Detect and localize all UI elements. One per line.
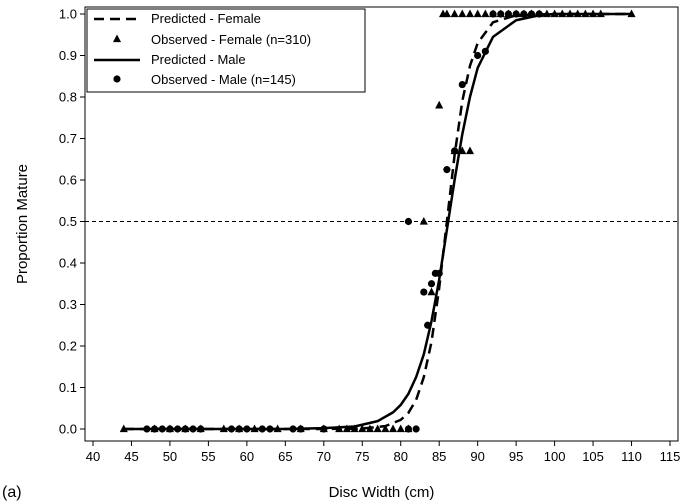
legend-swatch-triangle: [112, 34, 122, 43]
observed-male-point: [474, 51, 482, 60]
observed-female-point: [388, 424, 398, 433]
observed-male-point: [497, 10, 505, 18]
observed-female-point: [427, 287, 436, 296]
observed-female-point: [342, 424, 351, 433]
observed-male-point: [166, 425, 174, 433]
observed-female-point: [435, 100, 444, 109]
observed-female-point: [358, 424, 367, 433]
y-tick-label: 0.4: [59, 256, 77, 271]
observed-female-point: [381, 424, 390, 433]
observed-female-point: [458, 9, 467, 18]
observed-male-point: [527, 10, 536, 18]
legend-label: Observed - Male (n=145): [151, 72, 296, 87]
observed-male-point: [197, 425, 205, 433]
predicted-male-curve: [123, 12, 632, 431]
observed-male-point: [489, 10, 497, 18]
observed-female-point: [481, 9, 490, 18]
observed-male-point: [320, 425, 328, 433]
x-tick-label: 65: [278, 449, 292, 464]
observed-male-point: [504, 10, 513, 18]
observed-male-point: [189, 425, 197, 433]
observed-female-point: [419, 217, 428, 225]
observed-male-point: [227, 425, 236, 433]
legend-label: Predicted - Male: [151, 52, 246, 67]
observed-male-point: [258, 425, 266, 433]
x-tick-label: 85: [432, 449, 446, 464]
observed-male-point: [297, 425, 305, 433]
plot-frame: [84, 6, 679, 442]
observed-male-point: [289, 425, 297, 433]
observed-female-point: [350, 424, 359, 433]
x-tick-label: 75: [355, 449, 369, 464]
observed-male-point: [412, 425, 420, 433]
legend-box: [86, 8, 366, 93]
legend-label: Predicted - Female: [151, 11, 261, 26]
y-axis-title: Proportion Mature: [14, 164, 31, 284]
observed-male-point: [535, 10, 543, 18]
observed-male-point: [181, 425, 189, 433]
observed-male-point: [427, 280, 436, 288]
observed-male-point: [235, 425, 243, 433]
observed-female-point: [396, 424, 405, 433]
x-tick-label: 90: [470, 449, 484, 464]
observed-male-point: [266, 425, 274, 433]
y-tick-label: 0.9: [59, 48, 77, 63]
y-tick-label: 1.0: [59, 7, 77, 22]
y-tick-label: 0.1: [59, 380, 77, 395]
observed-male-point: [512, 10, 520, 18]
observed-male-point: [481, 47, 489, 55]
observed-female-point: [450, 9, 459, 18]
observed-female-point: [465, 146, 475, 155]
observed-male-point: [458, 80, 466, 89]
x-tick-label: 55: [201, 449, 215, 464]
observed-female-point: [473, 9, 482, 18]
y-tick-label: 0.6: [59, 173, 77, 188]
panel-label: (a): [2, 484, 22, 501]
observed-male-point: [420, 288, 428, 296]
x-tick-label: 70: [317, 449, 331, 464]
observed-male-point: [404, 425, 413, 433]
observed-male-point: [143, 425, 151, 433]
x-tick-label: 50: [163, 449, 177, 464]
x-tick-label: 80: [393, 449, 407, 464]
x-tick-label: 60: [240, 449, 254, 464]
y-tick-label: 0.0: [59, 422, 77, 437]
x-tick-label: 115: [660, 449, 681, 464]
observed-female-point: [365, 424, 375, 433]
observed-male-point: [174, 425, 182, 433]
x-tick-label: 40: [86, 449, 100, 464]
observed-male-point: [150, 425, 159, 433]
x-tick-label: 105: [582, 449, 604, 464]
observed-male-point: [424, 321, 432, 329]
x-axis-title: Disc Width (cm): [329, 484, 435, 501]
observed-female-point: [373, 424, 382, 433]
observed-male-point: [158, 425, 166, 433]
observed-male-point: [243, 425, 251, 433]
observed-female-point: [465, 9, 475, 18]
y-tick-label: 0.5: [59, 214, 77, 229]
observed-male-point: [520, 10, 528, 18]
x-tick-label: 45: [124, 449, 138, 464]
legend-label: Observed - Female (n=310): [151, 32, 311, 47]
x-tick-label: 110: [621, 449, 642, 464]
observed-male-point: [450, 147, 459, 155]
x-tick-label: 100: [544, 449, 566, 464]
observed-female-point: [442, 9, 451, 18]
observed-male-point: [443, 166, 451, 174]
y-tick-label: 0.2: [59, 339, 77, 354]
y-tick-label: 0.7: [59, 131, 77, 146]
observed-male-point: [404, 217, 413, 226]
y-tick-label: 0.8: [59, 90, 77, 105]
x-tick-label: 95: [509, 449, 523, 464]
observed-male-point: [435, 269, 443, 277]
legend-swatch-circle: [113, 75, 121, 83]
y-tick-label: 0.3: [59, 297, 77, 312]
